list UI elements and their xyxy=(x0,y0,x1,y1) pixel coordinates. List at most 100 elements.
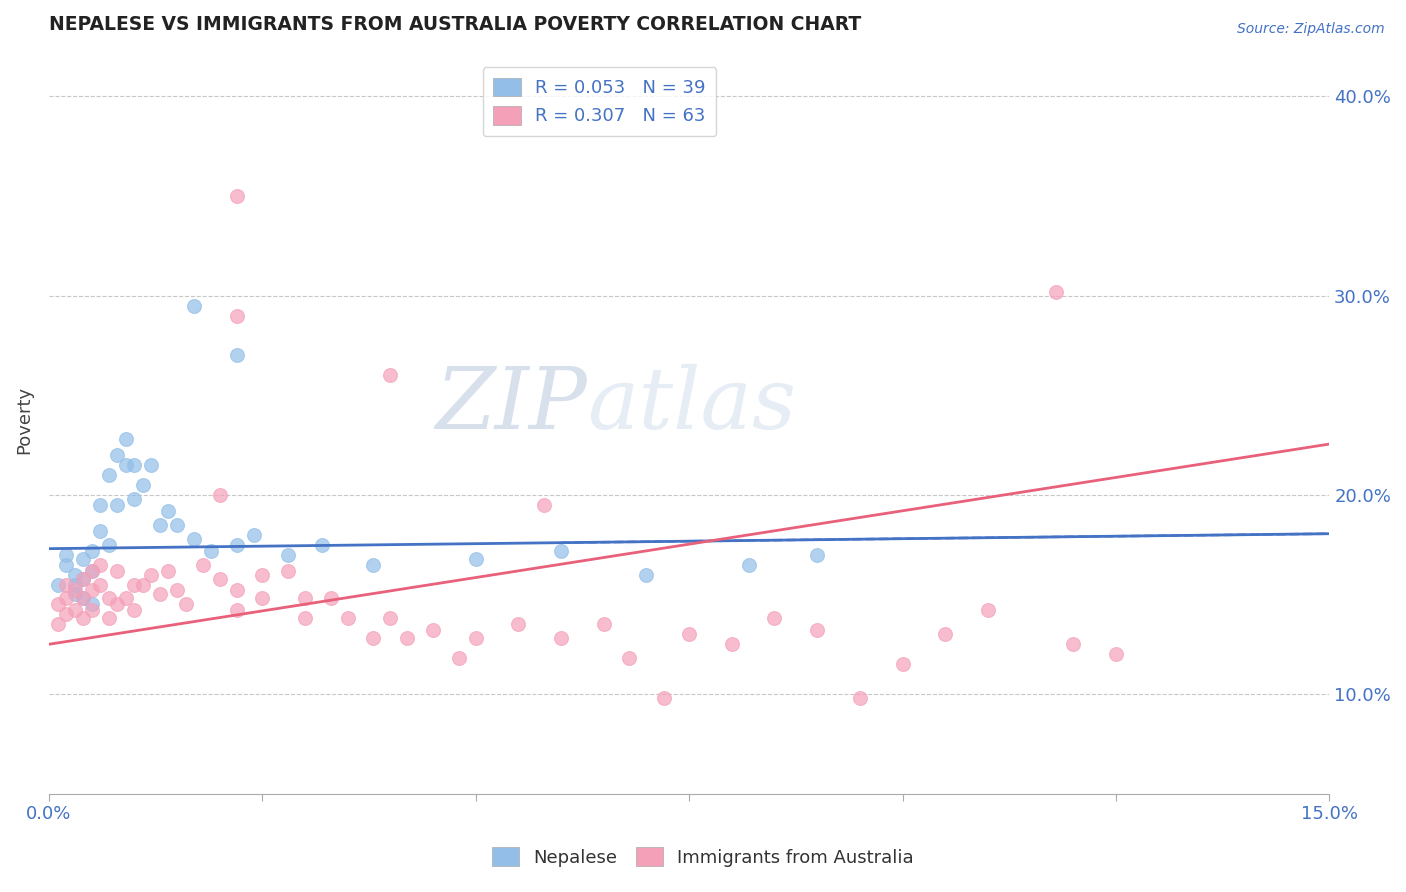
Point xyxy=(806,548,828,562)
Point xyxy=(55,607,77,622)
Point xyxy=(141,567,163,582)
Point xyxy=(157,504,180,518)
Point xyxy=(89,498,111,512)
Point xyxy=(380,611,402,625)
Legend: R = 0.053   N = 39, R = 0.307   N = 63: R = 0.053 N = 39, R = 0.307 N = 63 xyxy=(482,67,716,136)
Point xyxy=(363,558,385,572)
Point xyxy=(294,591,316,606)
Point xyxy=(849,691,872,706)
Point xyxy=(124,491,146,506)
Text: Source: ZipAtlas.com: Source: ZipAtlas.com xyxy=(1237,22,1385,37)
Point xyxy=(80,603,103,617)
Point xyxy=(738,558,761,572)
Point xyxy=(200,543,222,558)
Point xyxy=(97,591,120,606)
Point xyxy=(114,458,136,472)
Point xyxy=(166,583,188,598)
Point xyxy=(72,611,94,625)
Point xyxy=(225,583,247,598)
Point xyxy=(72,572,94,586)
Point xyxy=(294,611,316,625)
Point xyxy=(55,548,77,562)
Point xyxy=(225,603,247,617)
Point xyxy=(508,617,530,632)
Point xyxy=(636,567,658,582)
Point xyxy=(1105,647,1128,661)
Point xyxy=(652,691,675,706)
Point xyxy=(80,543,103,558)
Point xyxy=(63,567,86,582)
Point xyxy=(183,299,205,313)
Point xyxy=(806,624,828,638)
Point xyxy=(80,598,103,612)
Point xyxy=(46,617,69,632)
Point xyxy=(124,458,146,472)
Point xyxy=(55,591,77,606)
Point xyxy=(252,567,274,582)
Point xyxy=(89,524,111,538)
Point xyxy=(55,558,77,572)
Point xyxy=(63,577,86,591)
Point xyxy=(105,448,128,462)
Point xyxy=(149,517,172,532)
Legend: Nepalese, Immigrants from Australia: Nepalese, Immigrants from Australia xyxy=(485,840,921,874)
Text: atlas: atlas xyxy=(586,364,796,447)
Text: NEPALESE VS IMMIGRANTS FROM AUSTRALIA POVERTY CORRELATION CHART: NEPALESE VS IMMIGRANTS FROM AUSTRALIA PO… xyxy=(49,15,862,34)
Point xyxy=(934,627,956,641)
Point xyxy=(174,598,197,612)
Point xyxy=(363,632,385,646)
Point xyxy=(105,564,128,578)
Point xyxy=(277,548,299,562)
Point xyxy=(277,564,299,578)
Point xyxy=(72,591,94,606)
Point xyxy=(132,577,155,591)
Point xyxy=(89,577,111,591)
Point xyxy=(46,598,69,612)
Point xyxy=(243,527,266,541)
Point xyxy=(105,498,128,512)
Point xyxy=(114,432,136,446)
Point xyxy=(208,488,231,502)
Point xyxy=(422,624,444,638)
Point xyxy=(183,532,205,546)
Point xyxy=(720,637,742,651)
Point xyxy=(252,591,274,606)
Point xyxy=(678,627,700,641)
Point xyxy=(550,632,572,646)
Point xyxy=(105,598,128,612)
Point xyxy=(225,538,247,552)
Point xyxy=(533,498,555,512)
Point xyxy=(208,572,231,586)
Point xyxy=(166,517,188,532)
Point xyxy=(141,458,163,472)
Point xyxy=(157,564,180,578)
Point xyxy=(977,603,1000,617)
Point xyxy=(225,348,247,362)
Point xyxy=(464,551,486,566)
Point xyxy=(149,587,172,601)
Point xyxy=(447,651,470,665)
Point xyxy=(380,368,402,383)
Point xyxy=(89,558,111,572)
Point xyxy=(132,478,155,492)
Point xyxy=(1062,637,1084,651)
Point xyxy=(1045,285,1067,299)
Y-axis label: Poverty: Poverty xyxy=(15,386,32,454)
Point xyxy=(97,467,120,482)
Point xyxy=(80,564,103,578)
Point xyxy=(225,189,247,203)
Point xyxy=(55,577,77,591)
Point xyxy=(63,583,86,598)
Point xyxy=(72,572,94,586)
Point xyxy=(63,587,86,601)
Point xyxy=(550,543,572,558)
Point xyxy=(46,577,69,591)
Point xyxy=(114,591,136,606)
Point xyxy=(191,558,214,572)
Point xyxy=(72,591,94,606)
Point xyxy=(336,611,359,625)
Point xyxy=(80,583,103,598)
Point xyxy=(124,603,146,617)
Point xyxy=(592,617,614,632)
Point xyxy=(464,632,486,646)
